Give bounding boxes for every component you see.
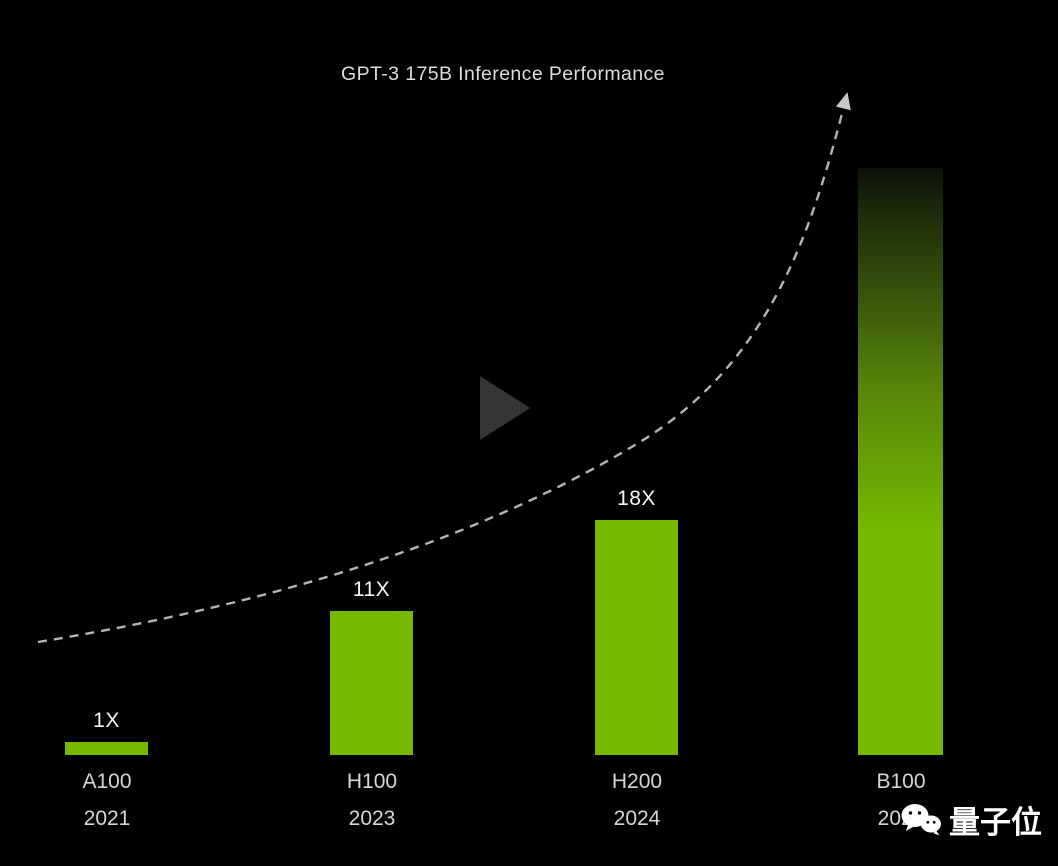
watermark-text: 量子位: [949, 805, 1042, 840]
tick-name-a100: A100: [82, 770, 132, 793]
bar-column-a100: 1X: [65, 709, 148, 755]
wechat-icon: [901, 803, 941, 835]
tick-year-a100: 2021: [83, 807, 131, 830]
tick-name-h100: H100: [346, 770, 398, 793]
play-icon[interactable]: [480, 376, 530, 440]
bar-h200: [595, 520, 678, 755]
bar-b100: [858, 168, 943, 755]
bar-column-h100: 11X: [330, 578, 413, 755]
tick-name-b100: B100: [876, 770, 926, 793]
bar-label-h100: 11X: [352, 578, 391, 601]
bar-column-h200: 18X: [595, 487, 678, 755]
chart-title: GPT-3 175B Inference Performance: [341, 63, 665, 85]
bar-h100: [330, 611, 413, 755]
bar-label-h200: 18X: [617, 487, 656, 510]
tick-year-h100: 2023: [348, 807, 396, 830]
x-tick-a100: A100 2021: [22, 770, 192, 831]
bar-label-a100: 1X: [93, 709, 120, 732]
x-tick-h100: H100 2023: [287, 770, 457, 831]
tick-year-h200: 2024: [613, 807, 661, 830]
watermark-qbitai: 量子位: [900, 797, 1042, 842]
bar-a100: [65, 742, 148, 755]
x-tick-h200: H200 2024: [552, 770, 722, 831]
tick-name-h200: H200: [611, 770, 663, 793]
bar-column-b100: [858, 168, 943, 755]
